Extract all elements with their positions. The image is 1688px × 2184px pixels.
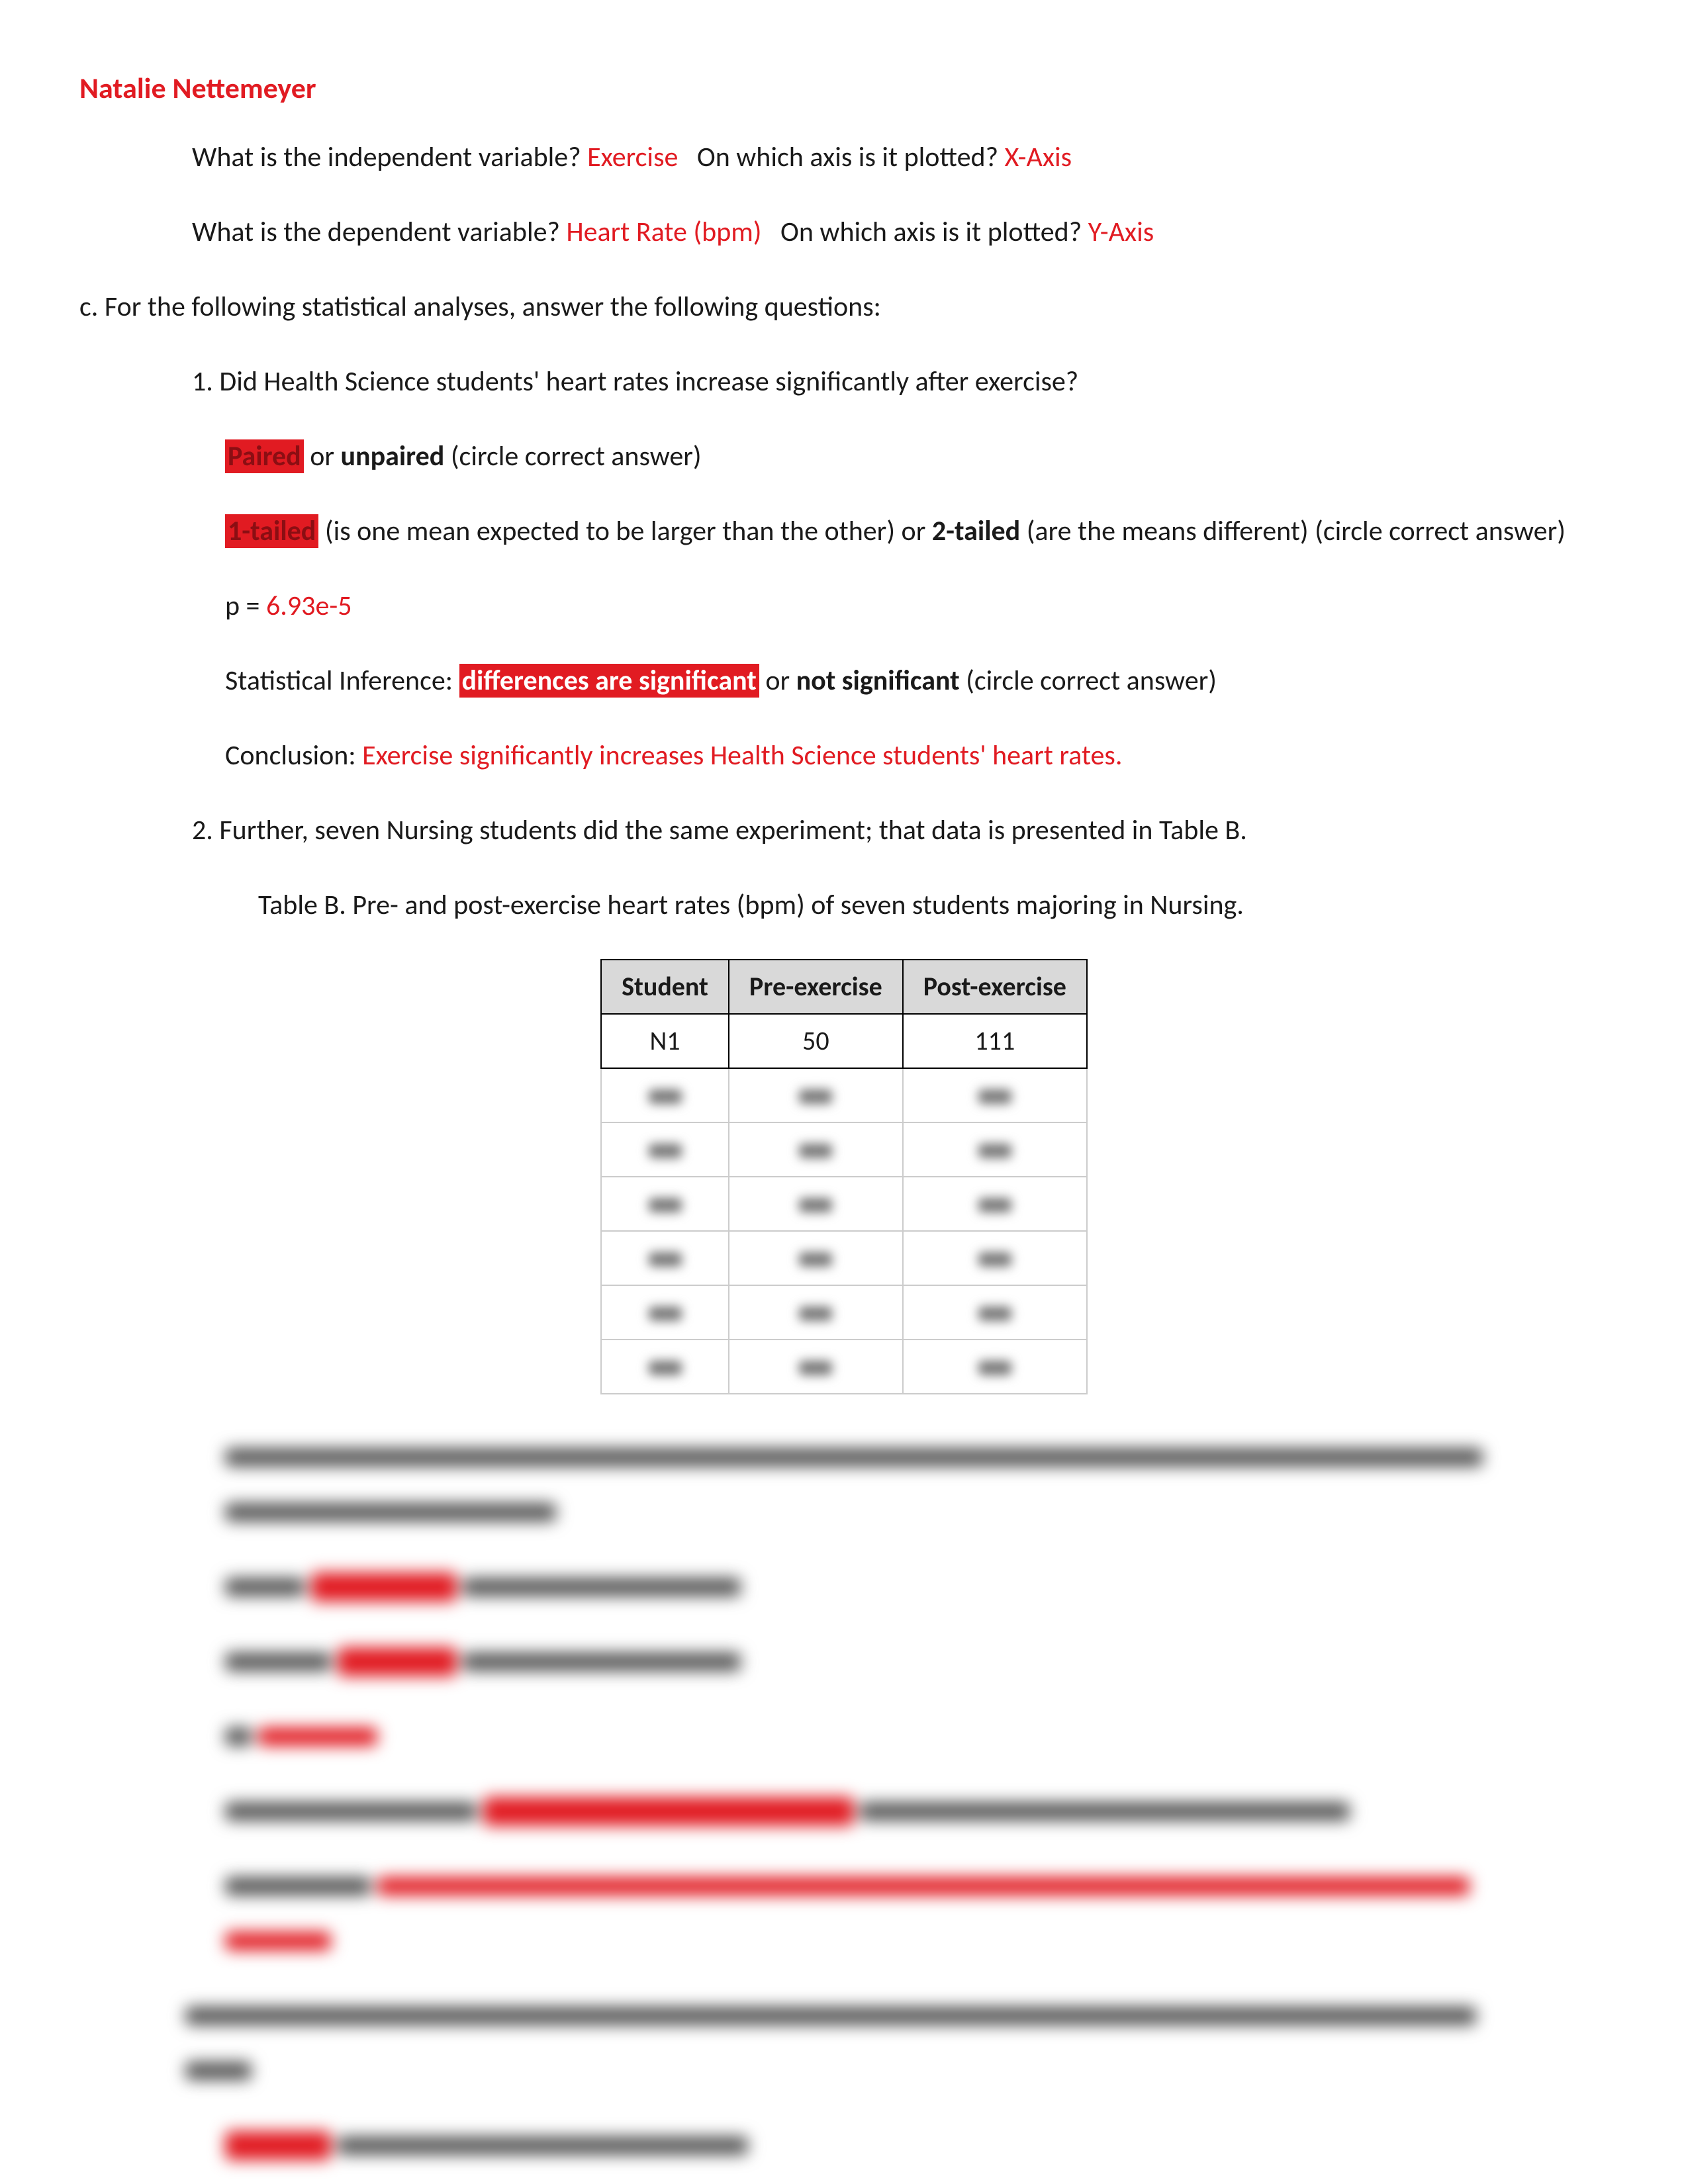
q1-prompt: 1. Did Health Science students' heart ra… (192, 361, 1609, 402)
cell-student: N1 (601, 1014, 729, 1068)
table-header-row: Student Pre-exercise Post-exercise (601, 960, 1087, 1014)
paired-highlight: Paired (225, 439, 304, 473)
p-label: p = (225, 589, 266, 623)
stat-inf-or: or (759, 664, 796, 698)
table-b: Student Pre-exercise Post-exercise N1 50… (600, 959, 1088, 1394)
cell-blurred (729, 1177, 903, 1231)
q2-prompt: 2. Further, seven Nursing students did t… (192, 809, 1609, 851)
dep-label: What is the dependent variable? (192, 215, 560, 249)
indep-answer: Exercise (587, 140, 678, 174)
col-student: Student (601, 960, 729, 1014)
cell-blurred (601, 1068, 729, 1122)
q1-conclusion-line: Conclusion: Exercise significantly incre… (225, 735, 1609, 776)
table-body: N1 50 111 (601, 1014, 1087, 1394)
independent-var-line: What is the independent variable? Exerci… (192, 136, 1609, 178)
table-row-blurred (601, 1068, 1087, 1122)
table-row-blurred (601, 1285, 1087, 1340)
cell-blurred (601, 1122, 729, 1177)
one-tailed-highlight: 1-tailed (225, 514, 318, 548)
table-row: N1 50 111 (601, 1014, 1087, 1068)
cell-blurred (903, 1231, 1087, 1285)
cell-blurred (601, 1340, 729, 1394)
q1-p-line: p = 6.93e-5 (225, 585, 1609, 627)
indep-axis-answer: X-Axis (1005, 140, 1072, 174)
table-row-blurred (601, 1177, 1087, 1231)
cell-blurred (903, 1122, 1087, 1177)
table-b-caption: Table B. Pre- and post-exercise heart ra… (258, 884, 1609, 926)
q1-tailed-line: 1-tailed (is one mean expected to be lar… (225, 510, 1609, 552)
table-row-blurred (601, 1231, 1087, 1285)
blurred-region (225, 1434, 1609, 2164)
col-pre: Pre-exercise (729, 960, 903, 1014)
stat-inf-highlight: differences are significant (459, 664, 759, 698)
dep-axis-answer: Y-Axis (1088, 215, 1154, 249)
col-post: Post-exercise (903, 960, 1087, 1014)
conclusion-text: Exercise significantly increases Health … (362, 739, 1122, 772)
cell-blurred (729, 1231, 903, 1285)
table-b-wrapper: Student Pre-exercise Post-exercise N1 50… (79, 959, 1609, 1394)
indep-axis-label: On which axis is it plotted? (697, 140, 998, 174)
cell-blurred (903, 1285, 1087, 1340)
cell-blurred (601, 1177, 729, 1231)
cell-blurred (601, 1285, 729, 1340)
paired-circle: (circle correct answer) (444, 439, 701, 473)
dependent-var-line: What is the dependent variable? Heart Ra… (192, 211, 1609, 253)
cell-blurred (601, 1231, 729, 1285)
stat-inf-label: Statistical Inference: (225, 664, 459, 698)
table-row-blurred (601, 1340, 1087, 1394)
dep-answer: Heart Rate (bpm) (566, 215, 761, 249)
q1-paired-line: Paired or unpaired (circle correct answe… (225, 435, 1609, 477)
cell-blurred (729, 1068, 903, 1122)
section-c-heading: c. For the following statistical analyse… (79, 286, 1609, 328)
cell-blurred (729, 1122, 903, 1177)
paired-or: or (304, 439, 341, 473)
cell-blurred (903, 1340, 1087, 1394)
p-value: 6.93e-5 (266, 589, 352, 623)
indep-label: What is the independent variable? (192, 140, 581, 174)
q1-stat-inf-line: Statistical Inference: differences are s… (225, 660, 1609, 702)
author-name: Natalie Nettemeyer (79, 66, 1609, 110)
table-row-blurred (601, 1122, 1087, 1177)
cell-blurred (729, 1340, 903, 1394)
cell-blurred (903, 1177, 1087, 1231)
cell-blurred (729, 1285, 903, 1340)
stat-inf-circle: (circle correct answer) (960, 664, 1217, 698)
cell-post: 111 (903, 1014, 1087, 1068)
two-tailed-text: 2-tailed (932, 514, 1020, 548)
cell-blurred (903, 1068, 1087, 1122)
stat-inf-not: not significant (796, 664, 960, 698)
tailed-end: (are the means different) (circle correc… (1020, 514, 1566, 548)
unpaired-text: unpaired (341, 439, 445, 473)
dep-axis-label: On which axis is it plotted? (780, 215, 1082, 249)
tailed-rest: (is one mean expected to be larger than … (318, 514, 932, 548)
cell-pre: 50 (729, 1014, 903, 1068)
document-page: Natalie Nettemeyer What is the independe… (0, 0, 1688, 2184)
conclusion-label: Conclusion: (225, 739, 362, 772)
